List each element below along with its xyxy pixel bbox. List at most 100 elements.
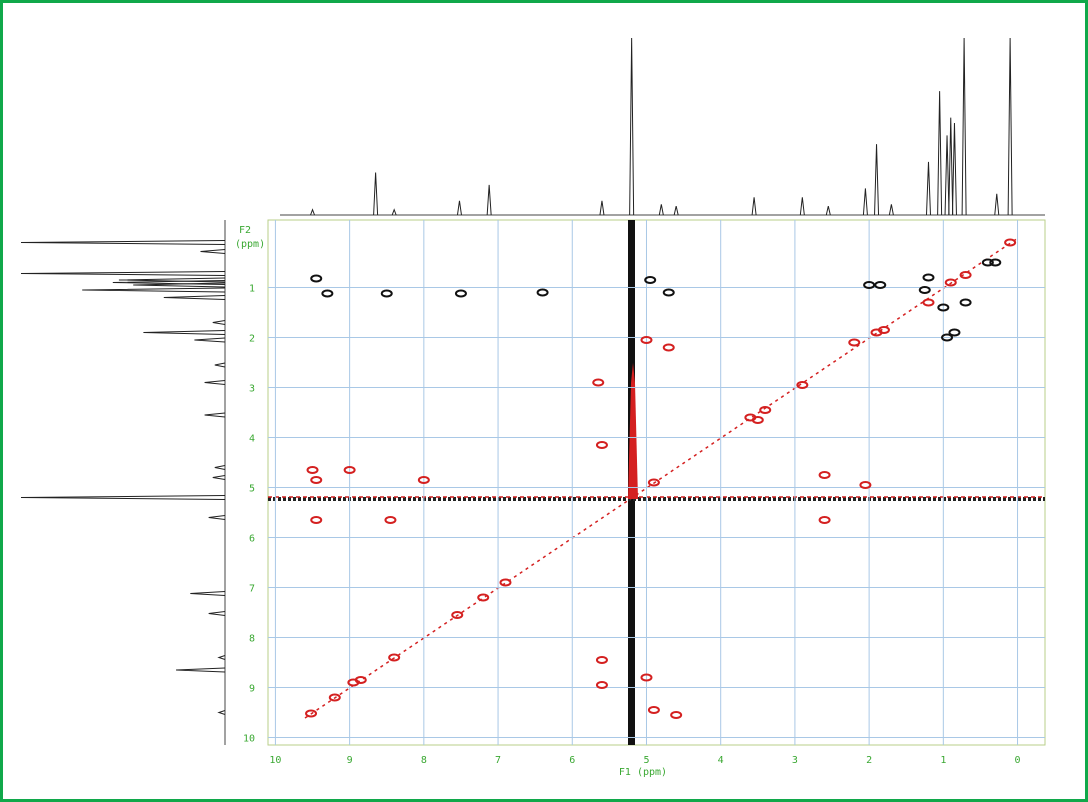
y-tick-label: 9 (249, 684, 255, 695)
x-tick-label: 8 (421, 755, 427, 766)
cross-peak (818, 516, 831, 524)
cross-peak (321, 289, 334, 298)
left-projection-peak (20, 495, 226, 500)
left-projection-peak (20, 271, 226, 276)
cross-peak (662, 288, 675, 297)
x-tick-label: 9 (347, 755, 353, 766)
top-projection-peak (799, 197, 805, 216)
top-projection-peak (486, 184, 492, 216)
cross-peak (454, 289, 467, 298)
cross-peak (595, 681, 608, 689)
x-axis-label: F1 (ppm) (619, 767, 667, 778)
top-projection-peak (961, 37, 967, 216)
top-projection-peak (925, 161, 931, 216)
top-projection-peak (825, 206, 831, 216)
cross-peak (1004, 238, 1017, 247)
cross-peak (305, 709, 318, 718)
cross-peak (863, 281, 876, 289)
cross-peak (874, 281, 887, 289)
diagonal (304, 237, 1019, 719)
y-tick-label: 3 (249, 384, 255, 395)
cross-peak (989, 258, 1002, 267)
cross-peak (922, 298, 935, 307)
cross-peak (848, 338, 861, 347)
left-projection-peak (212, 475, 226, 480)
cross-peak (477, 593, 490, 602)
cross-peak (941, 333, 954, 342)
cross-peak (354, 676, 367, 684)
top-projection-peak (673, 206, 679, 216)
top-projection-peak (373, 172, 379, 216)
cross-peak (922, 273, 935, 282)
y-tick-label: 10 (243, 734, 255, 745)
left-projection-peak (194, 337, 226, 343)
cross-peak (640, 673, 653, 682)
cross-peak (310, 274, 323, 283)
cross-peak (647, 706, 660, 714)
y-tick-label: 7 (249, 584, 255, 595)
top-projection-peak (874, 144, 880, 216)
top-projection-peak (888, 204, 894, 216)
cross-peak (384, 516, 397, 524)
top-projection-peak (658, 204, 664, 216)
cross-peak (536, 288, 549, 297)
x-tick-label: 3 (792, 755, 798, 766)
left-projection-peak (20, 240, 226, 245)
chart: F1 (ppm) F2 (ppm) 10 9 8 7 6 5 4 3 2 1 01234567891… (20, 37, 1046, 778)
left-projection-peak (212, 320, 226, 325)
top-projection-peak (1007, 37, 1013, 216)
cross-peak (388, 653, 401, 662)
y-tick-label: 4 (249, 434, 255, 445)
cross-peak (595, 656, 608, 664)
cross-peak (959, 271, 972, 279)
left-projection-peak (214, 465, 226, 470)
top-projection-peak (751, 197, 757, 216)
cross-peak (662, 343, 675, 352)
x-tick-label: 2 (866, 755, 872, 766)
cross-peak (343, 466, 356, 474)
left-projection-peak (82, 287, 226, 293)
left-projection-peak (204, 412, 226, 418)
top-projection-peak (391, 208, 397, 216)
top-projection-peak (862, 188, 868, 216)
left-projection-peak (163, 295, 226, 300)
y-axis-unit: (ppm) (235, 239, 265, 250)
cross-peak (751, 416, 764, 424)
left-projection-peak (190, 591, 226, 596)
cross-peak (592, 378, 605, 387)
cross-peak (310, 476, 323, 484)
cross-peak (859, 481, 872, 489)
cross-peak (417, 476, 430, 484)
cross-peak (981, 258, 994, 267)
top-projection-peak (310, 208, 315, 216)
cross-peak (948, 328, 961, 337)
cross-peak (644, 276, 657, 284)
x-tick-label: 0 (1015, 755, 1021, 766)
top-projection-peak (456, 200, 462, 216)
cross-peak (796, 381, 809, 389)
x-tick-label: 4 (718, 755, 724, 766)
cross-peak (818, 471, 831, 479)
left-projection-peak (208, 611, 226, 616)
cross-peak (647, 478, 660, 487)
cross-peak (310, 516, 323, 524)
y-tick-label: 6 (249, 534, 255, 545)
y-tick-label: 5 (249, 484, 255, 495)
cross-peak (380, 289, 393, 298)
x-tick-label: 6 (569, 755, 575, 766)
cross-peak (499, 578, 512, 587)
x-tick-label: 1 (940, 755, 946, 766)
left-projection-peak (143, 330, 226, 335)
top-projection-peak (951, 122, 957, 216)
top-projection-peak (994, 193, 1000, 216)
top-projection-peak (629, 37, 635, 216)
y-tick-label: 8 (249, 634, 255, 645)
x-tick-label: 5 (643, 755, 649, 766)
left-projection-peak (176, 667, 226, 673)
y-tick-label: 2 (249, 334, 255, 345)
plot-frame (267, 219, 1046, 746)
cross-peak (759, 406, 772, 414)
top-projection-peak (937, 91, 943, 216)
top-projection-peak (948, 117, 954, 216)
